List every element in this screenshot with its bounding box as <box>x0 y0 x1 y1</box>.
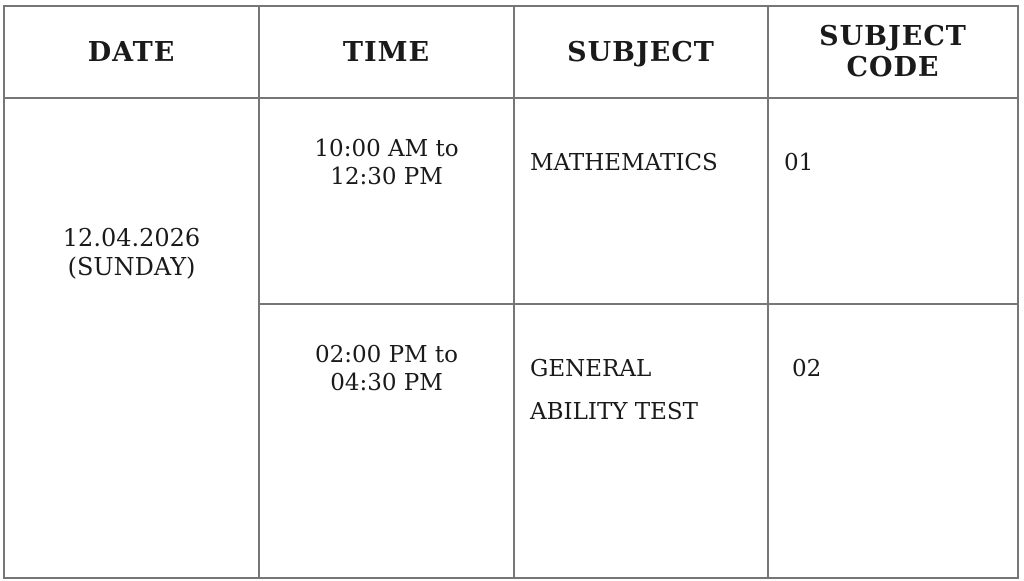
subject-cell: GENERAL ABILITY TEST <box>513 303 769 579</box>
session-row: 02:00 PM to 04:30 PM GENERAL ABILITY TES… <box>4 303 1019 579</box>
subject-line: GENERAL <box>530 356 652 382</box>
subject-cell: MATHEMATICS <box>513 97 769 305</box>
time-line: 04:30 PM <box>330 370 443 396</box>
subject-line: ABILITY TEST <box>530 399 699 425</box>
subject-code-cell: 02 <box>767 303 1019 579</box>
subject-line: MATHEMATICS <box>530 150 718 176</box>
time-cell: 02:00 PM to 04:30 PM <box>258 303 515 579</box>
time-line: 02:00 PM to <box>314 342 459 368</box>
header-time: TIME <box>258 5 515 99</box>
time-line: 12:30 PM <box>330 164 443 190</box>
day-text: (SUNDAY) <box>67 253 196 281</box>
time-cell: 10:00 AM to 12:30 PM <box>258 97 515 305</box>
header-subject-code: SUBJECT CODE <box>767 5 1019 99</box>
exam-schedule-table: DATE TIME SUBJECT SUBJECT CODE 12.04.202… <box>3 5 1019 579</box>
session-row: 12.04.2026 (SUNDAY) 10:00 AM to 12:30 PM… <box>3 97 1019 579</box>
subject-code-cell: 01 <box>767 97 1019 305</box>
date-cell: 12.04.2026 (SUNDAY) <box>3 97 260 579</box>
time-line: 10:00 AM to <box>314 136 459 162</box>
header-row: DATE TIME SUBJECT SUBJECT CODE <box>3 5 1019 99</box>
header-date: DATE <box>3 5 260 99</box>
date-text: 12.04.2026 <box>62 224 201 252</box>
header-subject: SUBJECT <box>513 5 769 99</box>
